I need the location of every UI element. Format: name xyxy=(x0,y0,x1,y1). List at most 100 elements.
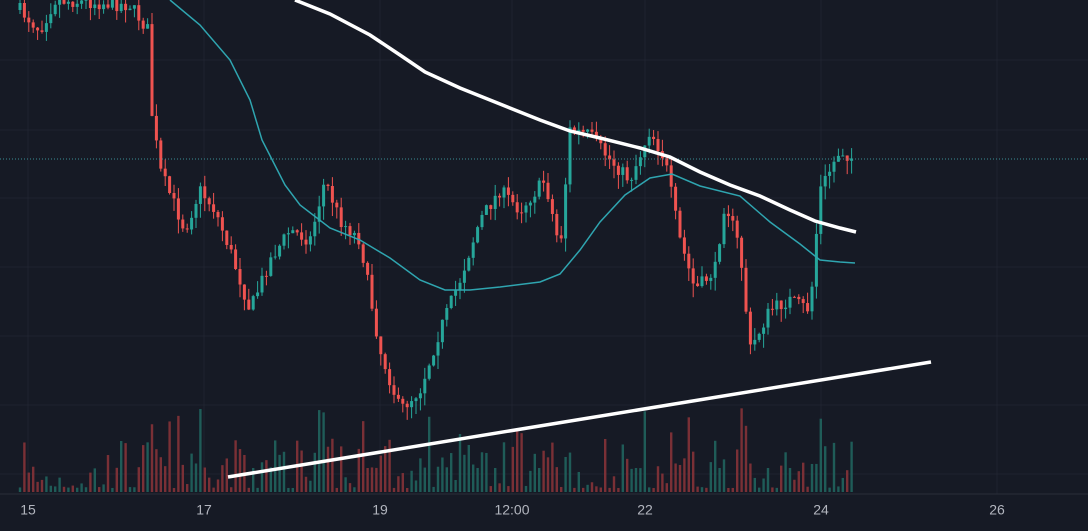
candle-body xyxy=(828,171,832,176)
volume-bar xyxy=(62,486,66,492)
candle-body xyxy=(731,216,735,221)
candle-body xyxy=(630,179,634,181)
candle-body xyxy=(520,212,524,214)
candle-body xyxy=(590,129,594,132)
volume-bar xyxy=(384,446,387,492)
candle-body xyxy=(652,136,656,140)
volume-bar xyxy=(546,457,550,492)
candle-body xyxy=(392,385,396,395)
candle-body xyxy=(286,233,290,235)
candle-body xyxy=(819,186,823,234)
candle-body xyxy=(102,4,106,10)
volume-bar xyxy=(111,487,114,492)
volume-bar xyxy=(432,486,435,492)
candle-body xyxy=(740,237,744,268)
candle-body xyxy=(115,0,119,12)
volume-bar xyxy=(322,412,325,492)
candle-body xyxy=(489,205,493,209)
candle-body xyxy=(682,237,686,254)
volume-bar xyxy=(348,483,352,492)
candle-body xyxy=(709,277,713,281)
grid xyxy=(0,0,1088,494)
volume-bar xyxy=(172,487,176,492)
candle-body xyxy=(62,0,66,4)
candle-body xyxy=(260,275,264,293)
volume-bar xyxy=(489,486,492,492)
candle-body xyxy=(445,307,449,320)
volume-bar xyxy=(762,478,765,492)
candle-body xyxy=(137,5,141,21)
candle-body xyxy=(198,186,202,204)
volume-bar xyxy=(551,442,554,492)
volume-bar xyxy=(696,486,699,492)
candle-body xyxy=(608,155,612,160)
volume-bar xyxy=(850,441,853,492)
candle-body xyxy=(194,203,198,218)
volume-bar xyxy=(749,463,752,492)
volume-bar xyxy=(150,424,154,492)
candle-body xyxy=(515,202,519,213)
volume-bar xyxy=(771,487,774,492)
x-axis: 15 17 19 12:00 22 24 26 xyxy=(0,493,1088,518)
volume-bar xyxy=(190,453,193,492)
volume-bar xyxy=(375,467,378,492)
candle-body xyxy=(792,296,796,298)
volume-bar xyxy=(194,463,198,492)
volume-bar xyxy=(181,464,184,492)
volume-bar xyxy=(287,487,290,492)
volume-bar xyxy=(89,472,92,492)
candle-body xyxy=(361,244,365,263)
volume-bar xyxy=(788,468,792,492)
volume-bar xyxy=(463,454,466,492)
candle-body xyxy=(295,230,299,233)
candle-body xyxy=(401,398,405,404)
volume-bar xyxy=(806,486,809,492)
candle-body xyxy=(326,184,330,187)
volume-bar xyxy=(573,487,576,492)
candle-body xyxy=(273,256,277,258)
volume-bar xyxy=(124,443,127,492)
candle-body xyxy=(634,166,638,180)
volume-bar xyxy=(498,483,501,492)
volume-bar xyxy=(269,467,272,492)
volume-bar xyxy=(318,410,321,492)
candle-body xyxy=(726,213,730,217)
candle-body xyxy=(718,244,722,262)
volume-bar xyxy=(58,477,61,492)
volume-bar xyxy=(454,480,457,492)
volume-bar xyxy=(230,487,233,492)
candle-body xyxy=(762,327,766,334)
volume-bar xyxy=(27,472,30,492)
candle-body xyxy=(366,262,370,275)
volume-bar xyxy=(485,452,488,492)
candle-body xyxy=(212,204,216,212)
volume-bar xyxy=(212,487,215,492)
candle-body xyxy=(674,186,678,211)
volume-bar xyxy=(260,462,264,492)
candle-body xyxy=(806,303,810,312)
volume-bar xyxy=(846,470,849,492)
candle-body xyxy=(168,176,172,194)
volume-bar xyxy=(441,457,444,492)
candle-body xyxy=(308,236,312,245)
candle-body xyxy=(80,0,84,4)
volume-bars xyxy=(18,408,853,492)
candle-body xyxy=(49,14,53,24)
volume-bar xyxy=(476,467,479,492)
volume-bar xyxy=(45,476,48,492)
volume-bar xyxy=(542,450,545,492)
candle-body xyxy=(586,129,590,132)
volume-bar xyxy=(520,433,523,492)
volume-bar xyxy=(793,479,796,492)
candle-body xyxy=(638,157,642,167)
volume-bar xyxy=(595,486,598,492)
candle-body xyxy=(216,211,220,218)
volume-bar xyxy=(608,487,611,492)
candle-body xyxy=(616,165,620,175)
candle-body xyxy=(75,3,79,7)
volume-bar xyxy=(40,479,44,492)
candle-body xyxy=(735,220,739,238)
candle-body xyxy=(753,339,757,345)
candle-body xyxy=(220,217,224,231)
